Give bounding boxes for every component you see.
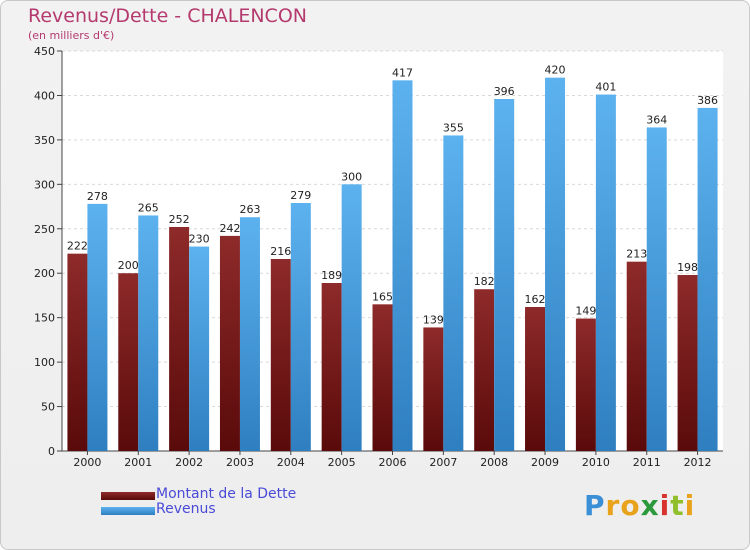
x-tick-label: 2010	[582, 456, 610, 469]
logo-letter: P	[584, 489, 606, 522]
data-label-dette: 200	[118, 259, 139, 272]
logo-letter: t	[670, 489, 685, 522]
y-tick-label: 450	[34, 45, 55, 58]
bar-dette	[118, 273, 139, 451]
bar-revenus	[341, 184, 362, 452]
y-tick-label: 200	[34, 267, 55, 280]
data-label-dette: 165	[372, 290, 393, 303]
bar-dette	[525, 307, 546, 451]
bar-dette	[169, 227, 190, 451]
bar-dette	[423, 327, 444, 451]
y-tick-label: 250	[34, 223, 55, 236]
data-label-revenus: 263	[239, 203, 260, 216]
data-label-revenus: 364	[646, 113, 667, 126]
y-tick-label: 50	[41, 401, 55, 414]
x-tick-label: 2006	[379, 456, 407, 469]
data-label-dette: 162	[525, 293, 546, 306]
y-tick-label: 150	[34, 312, 55, 325]
y-tick-label: 400	[34, 89, 55, 102]
y-tick-label: 0	[48, 445, 55, 458]
data-label-revenus: 230	[189, 233, 210, 246]
proxiti-logo: Proxiti	[584, 489, 695, 522]
bar-revenus	[697, 107, 718, 451]
data-label-dette: 139	[423, 313, 444, 326]
legend-swatch-revenus	[101, 507, 155, 515]
bar-revenus	[239, 217, 260, 451]
data-label-revenus: 300	[341, 170, 362, 183]
bar-revenus	[138, 215, 159, 451]
x-tick-label: 2011	[633, 456, 661, 469]
bar-dette	[575, 318, 596, 451]
y-tick-label: 100	[34, 356, 55, 369]
bar-revenus	[545, 77, 566, 452]
data-label-revenus: 417	[392, 66, 413, 79]
data-label-dette: 222	[67, 240, 88, 253]
y-tick-label: 300	[34, 178, 55, 191]
bar-revenus	[392, 80, 413, 451]
bar-dette	[626, 261, 647, 451]
bar-dette	[474, 289, 495, 451]
data-label-revenus: 401	[595, 81, 616, 94]
data-label-revenus: 386	[697, 94, 718, 107]
bar-revenus	[646, 127, 667, 451]
bar-dette	[270, 259, 291, 451]
bar-revenus	[87, 203, 108, 451]
data-label-dette: 198	[677, 261, 698, 274]
logo-letter: i	[659, 489, 671, 522]
bar-revenus	[189, 246, 210, 451]
data-label-revenus: 265	[138, 201, 159, 214]
bar-dette	[372, 304, 393, 451]
logo-letter: o	[620, 489, 641, 522]
data-label-revenus: 420	[545, 64, 566, 77]
x-tick-label: 2009	[531, 456, 559, 469]
data-label-revenus: 396	[494, 85, 515, 98]
data-label-revenus: 279	[290, 189, 311, 202]
legend-swatch-dette	[101, 492, 155, 500]
x-tick-label: 2008	[480, 456, 508, 469]
chart-subtitle: (en milliers d'€)	[28, 29, 115, 42]
bar-dette	[67, 253, 88, 451]
bar-dette	[677, 275, 698, 451]
legend-label-dette: Montant de la Dette	[156, 486, 297, 502]
x-tick-label: 2003	[226, 456, 254, 469]
x-tick-label: 2001	[124, 456, 152, 469]
bar-revenus	[595, 94, 616, 452]
logo-letter: r	[605, 489, 621, 522]
data-label-revenus: 278	[87, 190, 108, 203]
data-label-dette: 182	[474, 275, 495, 288]
bar-dette	[219, 235, 240, 451]
data-label-dette: 213	[626, 248, 647, 261]
x-tick-label: 2002	[175, 456, 203, 469]
data-label-dette: 252	[169, 213, 190, 226]
x-tick-label: 2012	[684, 456, 712, 469]
data-label-dette: 216	[270, 245, 291, 258]
data-label-revenus: 355	[443, 121, 464, 134]
data-label-dette: 189	[321, 269, 342, 282]
bar-revenus	[290, 203, 311, 451]
bar-revenus	[443, 135, 464, 451]
bar-revenus	[494, 99, 515, 451]
data-label-dette: 149	[575, 305, 596, 318]
y-tick-label: 350	[34, 134, 55, 147]
logo-letter: x	[640, 489, 660, 522]
x-tick-label: 2007	[429, 456, 457, 469]
data-label-dette: 242	[219, 222, 240, 235]
legend-label-revenus: Revenus	[156, 501, 216, 517]
chart-title: Revenus/Dette - CHALENCON	[28, 5, 307, 27]
bar-dette	[321, 283, 342, 451]
logo-letter: i	[684, 489, 696, 522]
x-tick-label: 2004	[277, 456, 305, 469]
x-tick-label: 2005	[328, 456, 356, 469]
x-tick-label: 2000	[73, 456, 101, 469]
